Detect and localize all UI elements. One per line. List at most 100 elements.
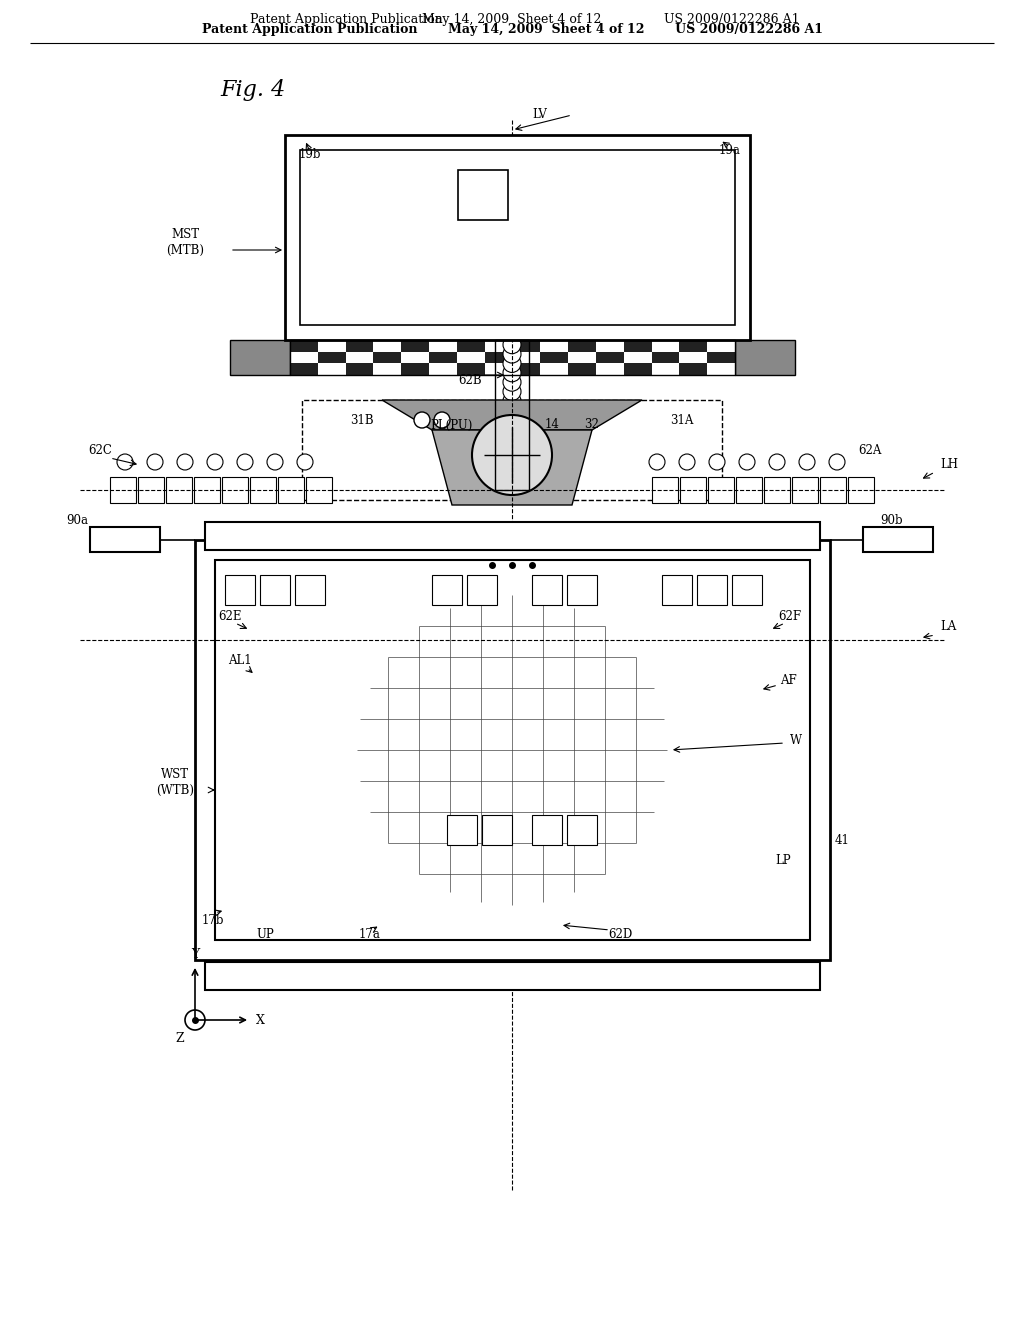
Bar [429, 351, 457, 363]
Circle shape [200, 483, 214, 498]
Circle shape [348, 850, 368, 870]
Bar [567, 576, 597, 605]
Bar [457, 363, 484, 375]
Circle shape [503, 784, 521, 801]
Text: LP: LP [775, 854, 791, 866]
Circle shape [297, 454, 313, 470]
Circle shape [739, 454, 755, 470]
Bar [680, 477, 706, 503]
Bar [732, 576, 762, 605]
Text: 31A: 31A [671, 413, 693, 426]
Bar [568, 351, 596, 363]
Circle shape [658, 850, 678, 870]
Bar [205, 521, 820, 550]
Circle shape [626, 630, 646, 649]
Circle shape [380, 630, 400, 649]
Bar [708, 351, 735, 363]
Circle shape [562, 850, 582, 870]
Bar [346, 341, 374, 351]
Circle shape [770, 483, 784, 498]
Bar [863, 527, 933, 552]
Circle shape [474, 582, 490, 598]
Circle shape [658, 483, 672, 498]
Text: 62D: 62D [608, 928, 632, 941]
Circle shape [503, 671, 521, 688]
Circle shape [594, 850, 614, 870]
Circle shape [284, 630, 304, 649]
Circle shape [316, 850, 336, 870]
Circle shape [220, 850, 240, 870]
Circle shape [147, 454, 163, 470]
Circle shape [503, 449, 521, 466]
Bar [484, 363, 512, 375]
Circle shape [503, 374, 521, 391]
Bar [792, 477, 818, 503]
Bar [596, 341, 624, 351]
Text: May 14, 2009  Sheet 4 of 12: May 14, 2009 Sheet 4 of 12 [422, 13, 602, 26]
Circle shape [503, 585, 521, 603]
Bar [429, 363, 457, 375]
Circle shape [626, 850, 646, 870]
Bar [596, 351, 624, 363]
Bar [401, 341, 429, 351]
Text: MST: MST [171, 228, 199, 242]
Text: 90a: 90a [66, 513, 88, 527]
Bar [736, 477, 762, 503]
Circle shape [829, 454, 845, 470]
Circle shape [284, 483, 298, 498]
Bar [652, 477, 678, 503]
Circle shape [503, 392, 521, 411]
Circle shape [503, 896, 521, 915]
Circle shape [252, 630, 272, 649]
Circle shape [284, 850, 304, 870]
Bar [568, 363, 596, 375]
Bar [624, 351, 651, 363]
Bar [346, 351, 374, 363]
Bar [374, 351, 401, 363]
Circle shape [503, 477, 521, 494]
Bar [760, 590, 810, 909]
Text: LA: LA [940, 620, 956, 634]
Circle shape [117, 454, 133, 470]
Circle shape [220, 630, 240, 649]
Bar [495, 341, 529, 490]
Circle shape [116, 483, 130, 498]
Bar [225, 576, 255, 605]
Bar [290, 341, 317, 351]
Text: Y: Y [190, 949, 199, 961]
Bar [317, 341, 346, 351]
Circle shape [503, 458, 521, 475]
Circle shape [172, 483, 186, 498]
Bar [317, 351, 346, 363]
Circle shape [503, 642, 521, 660]
Circle shape [799, 454, 815, 470]
Circle shape [454, 822, 470, 838]
Text: 62A: 62A [858, 444, 882, 457]
Circle shape [252, 850, 272, 870]
Text: 32: 32 [585, 418, 599, 432]
Text: 14: 14 [545, 418, 559, 432]
Bar [679, 363, 708, 375]
Bar [295, 576, 325, 605]
Bar [230, 341, 290, 375]
Bar [432, 576, 462, 605]
Bar [484, 341, 512, 351]
Bar [651, 341, 679, 351]
Circle shape [690, 630, 710, 649]
Bar [250, 477, 276, 503]
Bar [624, 363, 651, 375]
Text: 19a: 19a [719, 144, 741, 157]
Circle shape [503, 698, 521, 717]
Circle shape [686, 483, 700, 498]
Bar [708, 341, 735, 351]
Polygon shape [432, 430, 592, 506]
Text: 90b: 90b [880, 513, 902, 527]
Circle shape [267, 454, 283, 470]
Bar [429, 341, 457, 351]
Text: Fig. 4: Fig. 4 [220, 79, 286, 102]
Circle shape [503, 420, 521, 438]
Bar [260, 576, 290, 605]
Circle shape [503, 429, 521, 447]
Circle shape [562, 630, 582, 649]
Text: AL1: AL1 [228, 653, 252, 667]
